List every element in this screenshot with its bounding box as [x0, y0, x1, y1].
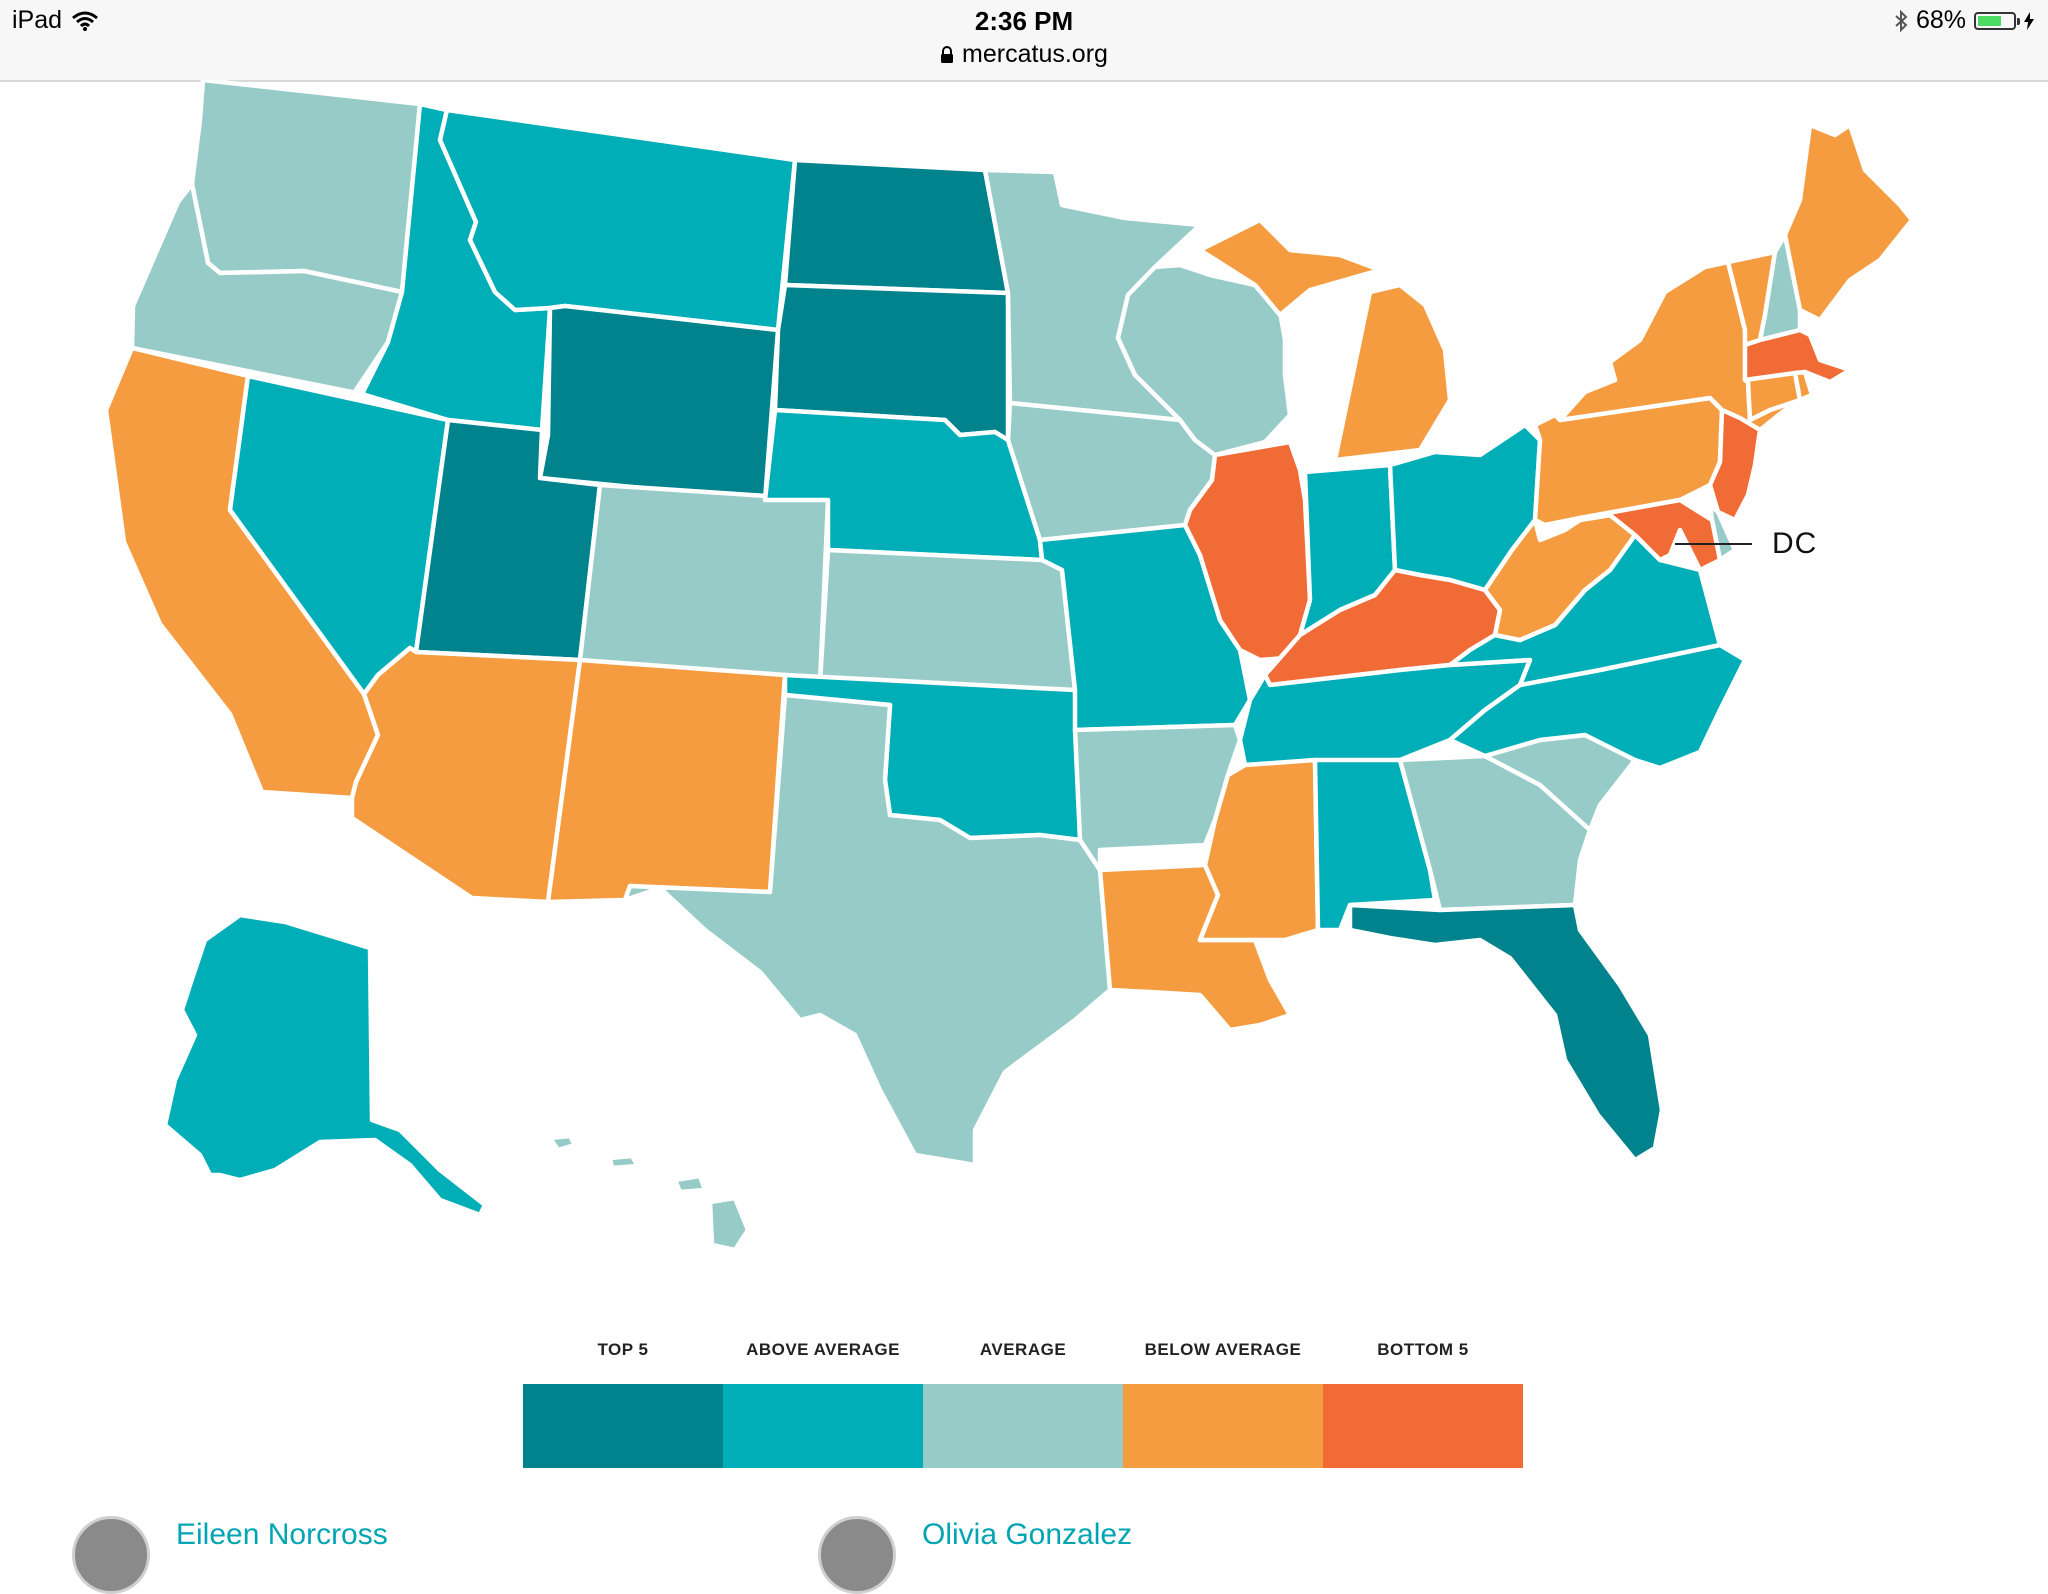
legend-label-average: AVERAGE: [979, 1340, 1067, 1359]
map-legend: TOP 5 ABOVE AVERAGE AVERAGE BELOW AVERAG…: [523, 1340, 1523, 1468]
url-text: mercatus.org: [962, 40, 1108, 68]
avatar: [72, 1516, 150, 1594]
state-NJ[interactable]: [1707, 407, 1763, 523]
state-ND[interactable]: [782, 157, 1011, 296]
lock-icon: [941, 46, 954, 64]
battery-icon: [1974, 11, 2020, 30]
state-AK[interactable]: [162, 912, 488, 1218]
legend-label-below-average: BELOW AVERAGE: [1144, 1340, 1302, 1359]
wifi-icon: [72, 11, 99, 31]
author-name-link[interactable]: Eileen Norcross: [176, 1518, 388, 1551]
battery-level: [1978, 15, 2002, 26]
state-WI[interactable]: [1115, 262, 1293, 458]
legend-swatch-bottom5: [1323, 1384, 1523, 1468]
state-WA[interactable]: [189, 80, 423, 295]
state-IL[interactable]: [1182, 439, 1313, 663]
state-ME[interactable]: [1782, 122, 1915, 323]
author-card-2[interactable]: Olivia Gonzalez: [818, 1510, 1132, 1594]
choropleth-map: DC: [0, 80, 2048, 1280]
state-CO[interactable]: [577, 482, 831, 686]
battery-percent: 68%: [1915, 6, 1966, 34]
state-AZ[interactable]: [349, 645, 583, 905]
us-states-map: [103, 80, 1915, 1253]
state-MD[interactable]: [1577, 497, 1723, 573]
state-NM[interactable]: [545, 657, 788, 905]
state-HI[interactable]: [547, 1133, 751, 1253]
address-bar[interactable]: mercatus.org: [0, 40, 2048, 69]
state-RI[interactable]: [1792, 369, 1815, 403]
clock: 2:36 PM: [974, 6, 1074, 36]
state-OR[interactable]: [129, 181, 405, 397]
state-TX[interactable]: [622, 692, 1113, 1168]
legend-swatch-above-average: [723, 1384, 923, 1468]
legend-swatch-top5: [523, 1384, 723, 1468]
legend-label-top5: TOP 5: [597, 1340, 649, 1359]
legend-swatch-average: [923, 1384, 1123, 1468]
legend-swatch-below-average: [1123, 1384, 1323, 1468]
state-MT[interactable]: [437, 107, 798, 333]
state-MI[interactable]: [1197, 217, 1453, 463]
state-WY[interactable]: [537, 303, 781, 503]
author-name-link[interactable]: Olivia Gonzalez: [922, 1518, 1133, 1551]
status-left: iPad: [12, 6, 99, 35]
legend-label-bottom5: BOTTOM 5: [1377, 1340, 1469, 1359]
author-card-1[interactable]: Eileen Norcross: [72, 1510, 388, 1594]
status-right: 68%: [1894, 6, 2034, 35]
avatar: [818, 1516, 896, 1594]
state-KS[interactable]: [817, 547, 1078, 693]
charging-icon: [2024, 11, 2034, 30]
legend-label-above-average: ABOVE AVERAGE: [746, 1340, 900, 1359]
bluetooth-icon: [1895, 9, 1908, 32]
status-bar: iPad 2:36 PM mercatus.org 68%: [0, 0, 2048, 82]
state-FL[interactable]: [1347, 902, 1665, 1163]
dc-label: DC: [1772, 527, 1818, 560]
device-name: iPad: [12, 6, 63, 34]
